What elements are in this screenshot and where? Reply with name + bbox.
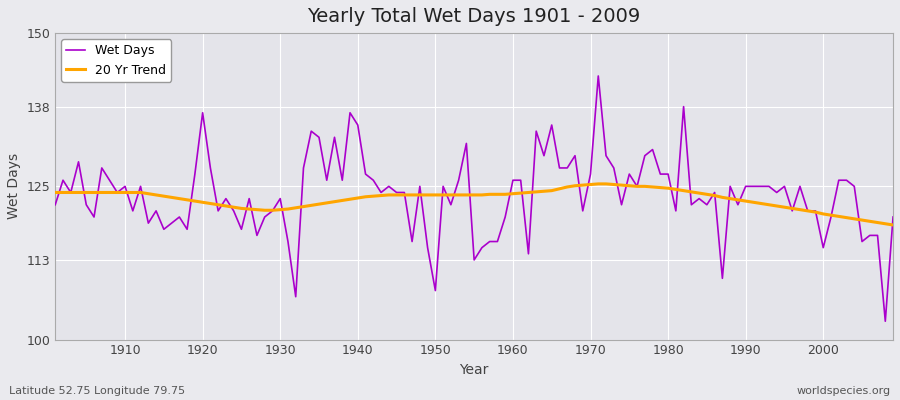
20 Yr Trend <box>508 191 518 196</box>
Text: worldspecies.org: worldspecies.org <box>796 386 891 396</box>
Wet Days <box>500 215 510 220</box>
20 Yr Trend <box>50 190 60 195</box>
Wet Days <box>329 135 340 140</box>
Wet Days <box>112 190 122 195</box>
Wet Days <box>508 178 518 183</box>
Legend: Wet Days, 20 Yr Trend: Wet Days, 20 Yr Trend <box>61 39 171 82</box>
Wet Days <box>283 239 293 244</box>
Text: Latitude 52.75 Longitude 79.75: Latitude 52.75 Longitude 79.75 <box>9 386 185 396</box>
20 Yr Trend <box>887 222 898 227</box>
20 Yr Trend <box>593 182 604 186</box>
20 Yr Trend <box>608 182 619 187</box>
20 Yr Trend <box>283 207 293 212</box>
Y-axis label: Wet Days: Wet Days <box>7 153 21 220</box>
Wet Days <box>880 319 891 324</box>
20 Yr Trend <box>329 199 340 204</box>
20 Yr Trend <box>112 190 122 195</box>
Line: Wet Days: Wet Days <box>55 76 893 321</box>
Title: Yearly Total Wet Days 1901 - 2009: Yearly Total Wet Days 1901 - 2009 <box>308 7 641 26</box>
X-axis label: Year: Year <box>460 363 489 377</box>
Line: 20 Yr Trend: 20 Yr Trend <box>55 184 893 225</box>
Wet Days <box>50 202 60 207</box>
20 Yr Trend <box>500 192 510 197</box>
Wet Days <box>608 166 619 170</box>
Wet Days <box>593 74 604 78</box>
Wet Days <box>887 215 898 220</box>
